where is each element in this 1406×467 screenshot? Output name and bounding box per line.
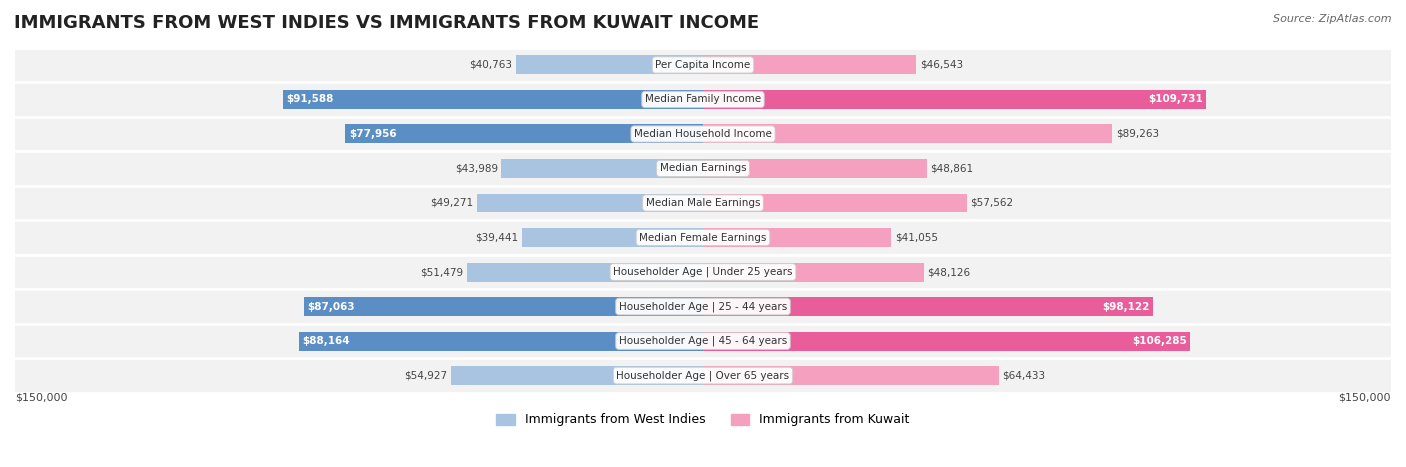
Bar [15, 82, 1391, 117]
Text: $91,588: $91,588 [287, 94, 333, 105]
Text: Source: ZipAtlas.com: Source: ZipAtlas.com [1274, 14, 1392, 24]
Text: $77,956: $77,956 [349, 129, 396, 139]
Bar [501, 159, 703, 178]
Text: $89,263: $89,263 [1116, 129, 1159, 139]
Bar [703, 193, 967, 212]
Bar [703, 366, 998, 385]
Bar [451, 366, 703, 385]
Bar [703, 90, 1206, 109]
Bar [346, 125, 703, 143]
Bar [283, 90, 703, 109]
Text: $88,164: $88,164 [302, 336, 350, 346]
Bar [15, 186, 1391, 220]
Text: $106,285: $106,285 [1132, 336, 1187, 346]
Bar [304, 297, 703, 316]
Text: Median Male Earnings: Median Male Earnings [645, 198, 761, 208]
Text: $46,543: $46,543 [920, 60, 963, 70]
Text: Median Female Earnings: Median Female Earnings [640, 233, 766, 242]
Text: $48,126: $48,126 [927, 267, 970, 277]
Bar [477, 193, 703, 212]
Text: Median Household Income: Median Household Income [634, 129, 772, 139]
Text: $54,927: $54,927 [405, 371, 447, 381]
Text: $98,122: $98,122 [1102, 302, 1150, 311]
Text: $43,989: $43,989 [454, 163, 498, 173]
Text: Householder Age | 25 - 44 years: Householder Age | 25 - 44 years [619, 301, 787, 312]
Text: Householder Age | 45 - 64 years: Householder Age | 45 - 64 years [619, 336, 787, 347]
Bar [703, 332, 1191, 351]
Text: IMMIGRANTS FROM WEST INDIES VS IMMIGRANTS FROM KUWAIT INCOME: IMMIGRANTS FROM WEST INDIES VS IMMIGRANT… [14, 14, 759, 32]
Bar [298, 332, 703, 351]
Bar [703, 228, 891, 247]
Text: $40,763: $40,763 [470, 60, 513, 70]
Text: Householder Age | Over 65 years: Householder Age | Over 65 years [616, 370, 790, 381]
Text: $57,562: $57,562 [970, 198, 1014, 208]
Legend: Immigrants from West Indies, Immigrants from Kuwait: Immigrants from West Indies, Immigrants … [491, 409, 915, 432]
Bar [522, 228, 703, 247]
Text: $87,063: $87,063 [307, 302, 354, 311]
Text: $49,271: $49,271 [430, 198, 474, 208]
Text: $39,441: $39,441 [475, 233, 519, 242]
Text: $150,000: $150,000 [1339, 393, 1391, 403]
Bar [703, 56, 917, 74]
Bar [467, 262, 703, 282]
Text: Median Family Income: Median Family Income [645, 94, 761, 105]
Bar [15, 117, 1391, 151]
Bar [703, 262, 924, 282]
Bar [703, 125, 1112, 143]
Text: $64,433: $64,433 [1002, 371, 1045, 381]
Text: $150,000: $150,000 [15, 393, 67, 403]
Text: Householder Age | Under 25 years: Householder Age | Under 25 years [613, 267, 793, 277]
Bar [15, 255, 1391, 289]
Bar [15, 220, 1391, 255]
Bar [15, 48, 1391, 82]
Bar [703, 159, 927, 178]
Text: $51,479: $51,479 [420, 267, 464, 277]
Bar [15, 324, 1391, 358]
Text: Median Earnings: Median Earnings [659, 163, 747, 173]
Text: $109,731: $109,731 [1149, 94, 1204, 105]
Text: $41,055: $41,055 [894, 233, 938, 242]
Bar [703, 297, 1153, 316]
Bar [15, 151, 1391, 186]
Text: $48,861: $48,861 [931, 163, 974, 173]
Bar [516, 56, 703, 74]
Bar [15, 289, 1391, 324]
Bar [15, 358, 1391, 393]
Text: Per Capita Income: Per Capita Income [655, 60, 751, 70]
